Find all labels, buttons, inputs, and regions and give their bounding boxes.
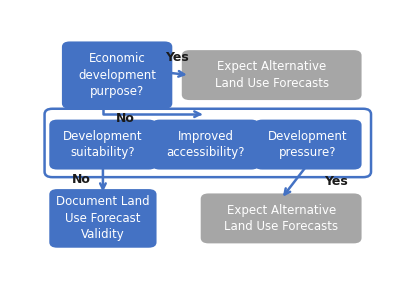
Text: Yes: Yes	[165, 50, 189, 63]
Text: Expect Alternative
Land Use Forecasts: Expect Alternative Land Use Forecasts	[224, 204, 338, 233]
FancyBboxPatch shape	[152, 120, 259, 169]
Text: Economic
development
purpose?: Economic development purpose?	[78, 52, 156, 98]
FancyBboxPatch shape	[62, 41, 172, 109]
FancyBboxPatch shape	[49, 189, 157, 248]
Text: No: No	[116, 112, 134, 125]
Text: Development
pressure?: Development pressure?	[268, 130, 348, 159]
Text: No: No	[71, 173, 90, 186]
Text: Yes: Yes	[324, 175, 348, 188]
FancyBboxPatch shape	[44, 109, 371, 177]
FancyBboxPatch shape	[201, 193, 361, 243]
FancyBboxPatch shape	[254, 120, 361, 169]
FancyBboxPatch shape	[49, 120, 157, 169]
Text: Development
suitability?: Development suitability?	[63, 130, 143, 159]
Text: Document Land
Use Forecast
Validity: Document Land Use Forecast Validity	[56, 195, 150, 241]
Text: Improved
accessibility?: Improved accessibility?	[166, 130, 245, 159]
Text: Expect Alternative
Land Use Forecasts: Expect Alternative Land Use Forecasts	[214, 60, 329, 90]
FancyBboxPatch shape	[182, 50, 361, 100]
